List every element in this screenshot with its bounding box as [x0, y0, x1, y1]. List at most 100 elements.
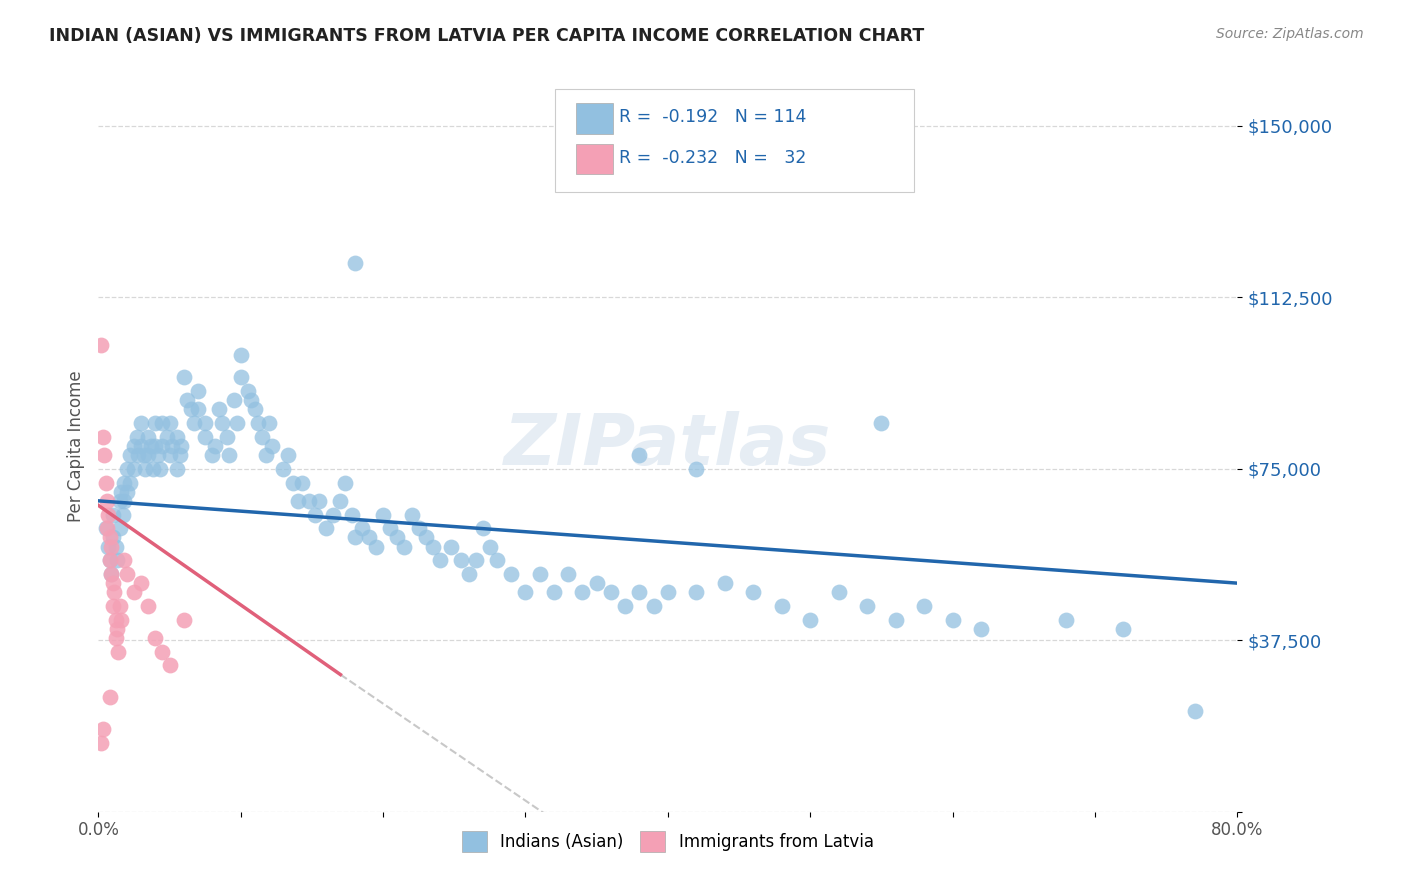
Point	[118, 475, 141, 490]
Point	[501, 567, 523, 582]
Point	[557, 567, 579, 582]
Text: Source: ZipAtlas.com: Source: ZipAtlas.com	[1216, 27, 1364, 41]
Point	[183, 416, 205, 430]
Point	[122, 462, 145, 476]
Point	[204, 439, 226, 453]
Point	[90, 736, 112, 750]
Point	[394, 540, 416, 554]
Point	[141, 462, 163, 476]
Point	[357, 530, 380, 544]
Point	[1184, 704, 1206, 718]
Point	[94, 521, 117, 535]
Point	[98, 690, 121, 705]
Point	[180, 402, 202, 417]
Point	[450, 553, 472, 567]
Point	[415, 530, 437, 544]
Point	[152, 439, 174, 453]
Point	[129, 576, 152, 591]
Point	[115, 567, 138, 582]
Point	[243, 402, 266, 417]
Point	[176, 393, 198, 408]
Text: ZIPatlas: ZIPatlas	[505, 411, 831, 481]
Point	[1112, 622, 1135, 636]
Point	[685, 585, 707, 599]
Point	[115, 462, 138, 476]
Point	[218, 448, 240, 462]
Point	[643, 599, 665, 613]
Point	[350, 521, 373, 535]
Point	[422, 540, 444, 554]
Point	[515, 585, 537, 599]
Point	[246, 416, 269, 430]
Point	[162, 439, 184, 453]
Text: R =  -0.192   N = 114: R = -0.192 N = 114	[619, 108, 806, 126]
Point	[98, 553, 121, 567]
Point	[799, 613, 821, 627]
Point	[229, 370, 252, 384]
Point	[187, 402, 209, 417]
Point	[250, 430, 273, 444]
Text: INDIAN (ASIAN) VS IMMIGRANTS FROM LATVIA PER CAPITA INCOME CORRELATION CHART: INDIAN (ASIAN) VS IMMIGRANTS FROM LATVIA…	[49, 27, 925, 45]
Point	[101, 576, 124, 591]
Point	[98, 553, 121, 567]
Point	[122, 439, 145, 453]
Point	[340, 508, 363, 522]
Point	[100, 540, 122, 554]
Point	[329, 493, 352, 508]
Point	[870, 416, 893, 430]
Point	[254, 448, 277, 462]
Point	[101, 508, 124, 522]
Point	[100, 567, 122, 582]
Point	[884, 613, 907, 627]
Point	[571, 585, 593, 599]
Point	[112, 553, 135, 567]
Point	[129, 439, 152, 453]
Point	[1056, 613, 1078, 627]
Point	[93, 448, 115, 462]
Point	[127, 448, 149, 462]
Point	[478, 540, 501, 554]
Point	[201, 448, 224, 462]
Point	[104, 613, 127, 627]
Point	[173, 613, 195, 627]
Point	[614, 599, 637, 613]
Point	[145, 631, 167, 645]
Point	[100, 567, 122, 582]
Point	[159, 658, 181, 673]
Point	[373, 508, 395, 522]
Point	[229, 347, 252, 362]
Point	[486, 553, 509, 567]
Point	[828, 585, 851, 599]
Point	[262, 439, 284, 453]
Point	[169, 448, 191, 462]
Point	[96, 521, 118, 535]
Point	[770, 599, 793, 613]
Point	[97, 508, 120, 522]
Point	[322, 508, 344, 522]
Point	[225, 416, 247, 430]
Point	[429, 553, 451, 567]
Point	[110, 484, 132, 499]
Point	[91, 430, 114, 444]
Point	[543, 585, 565, 599]
Point	[714, 576, 737, 591]
Point	[194, 416, 217, 430]
Point	[98, 530, 121, 544]
Point	[159, 416, 181, 430]
Point	[304, 508, 326, 522]
Point	[585, 576, 607, 591]
Point	[104, 631, 127, 645]
Point	[104, 540, 127, 554]
Point	[166, 430, 188, 444]
Point	[333, 475, 356, 490]
Point	[628, 585, 651, 599]
Point	[628, 448, 651, 462]
Point	[166, 462, 188, 476]
Point	[105, 553, 128, 567]
Point	[742, 585, 765, 599]
Point	[115, 484, 138, 499]
Point	[148, 448, 170, 462]
Point	[94, 475, 117, 490]
Point	[600, 585, 623, 599]
Point	[208, 402, 231, 417]
